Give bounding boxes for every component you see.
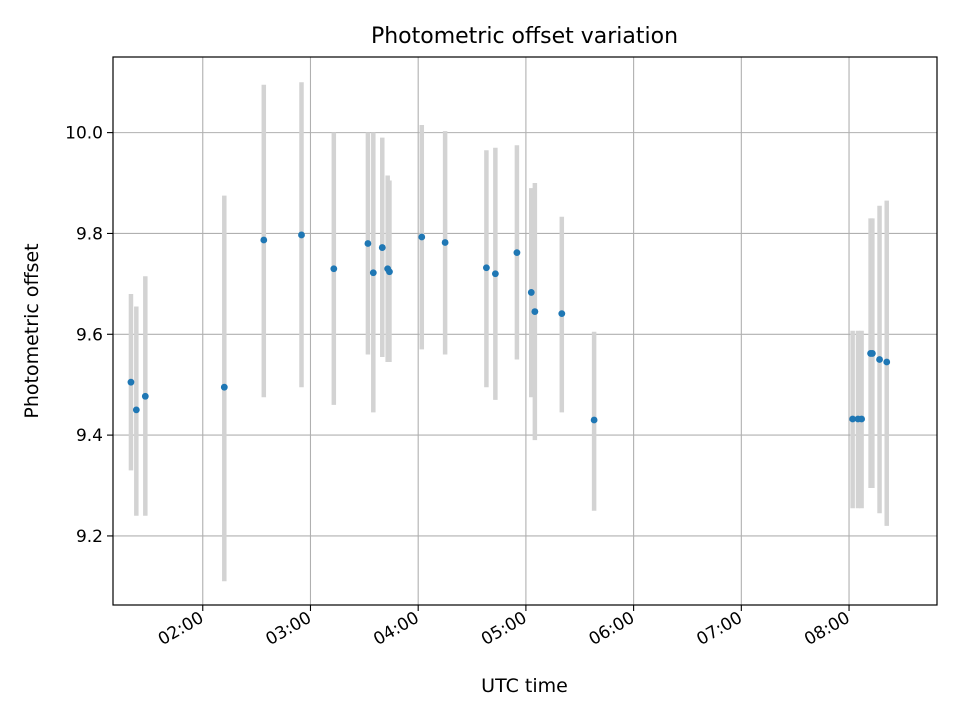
data-point bbox=[364, 240, 372, 247]
data-point bbox=[527, 289, 535, 296]
data-point bbox=[141, 392, 149, 400]
data-point bbox=[220, 383, 228, 391]
y-tick-label: 10.0 bbox=[65, 124, 103, 144]
plot-frame bbox=[112, 56, 938, 606]
data-point bbox=[132, 406, 140, 414]
x-axis-label: UTC time bbox=[481, 675, 568, 697]
data-point bbox=[531, 308, 539, 315]
data-point bbox=[868, 350, 876, 357]
data-point bbox=[369, 269, 377, 277]
y-tick-label: 9.6 bbox=[76, 325, 103, 345]
data-points bbox=[127, 231, 891, 424]
data-point bbox=[883, 358, 891, 366]
data-point bbox=[298, 231, 305, 239]
data-point bbox=[590, 416, 598, 424]
y-tick-label: 9.4 bbox=[76, 426, 103, 446]
y-tick-label: 9.8 bbox=[76, 224, 103, 244]
chart-title: Photometric offset variation bbox=[371, 24, 678, 49]
data-point bbox=[386, 268, 393, 276]
y-tick-label: 9.2 bbox=[76, 527, 103, 547]
y-axis-label: Photometric offset bbox=[21, 243, 43, 418]
data-point bbox=[849, 415, 857, 423]
data-point bbox=[378, 244, 386, 251]
data-point bbox=[483, 264, 490, 272]
data-point bbox=[127, 378, 135, 386]
data-point bbox=[441, 239, 449, 246]
data-point bbox=[558, 310, 566, 318]
grid bbox=[113, 57, 937, 605]
y-axis: 9.2 9.4 9.6 9.8 10.0 bbox=[65, 124, 113, 547]
data-point bbox=[491, 270, 499, 278]
data-point bbox=[418, 233, 426, 241]
data-point bbox=[260, 236, 268, 244]
data-point bbox=[858, 415, 866, 423]
data-point bbox=[330, 265, 338, 273]
data-point bbox=[513, 249, 521, 257]
data-point bbox=[876, 356, 883, 363]
